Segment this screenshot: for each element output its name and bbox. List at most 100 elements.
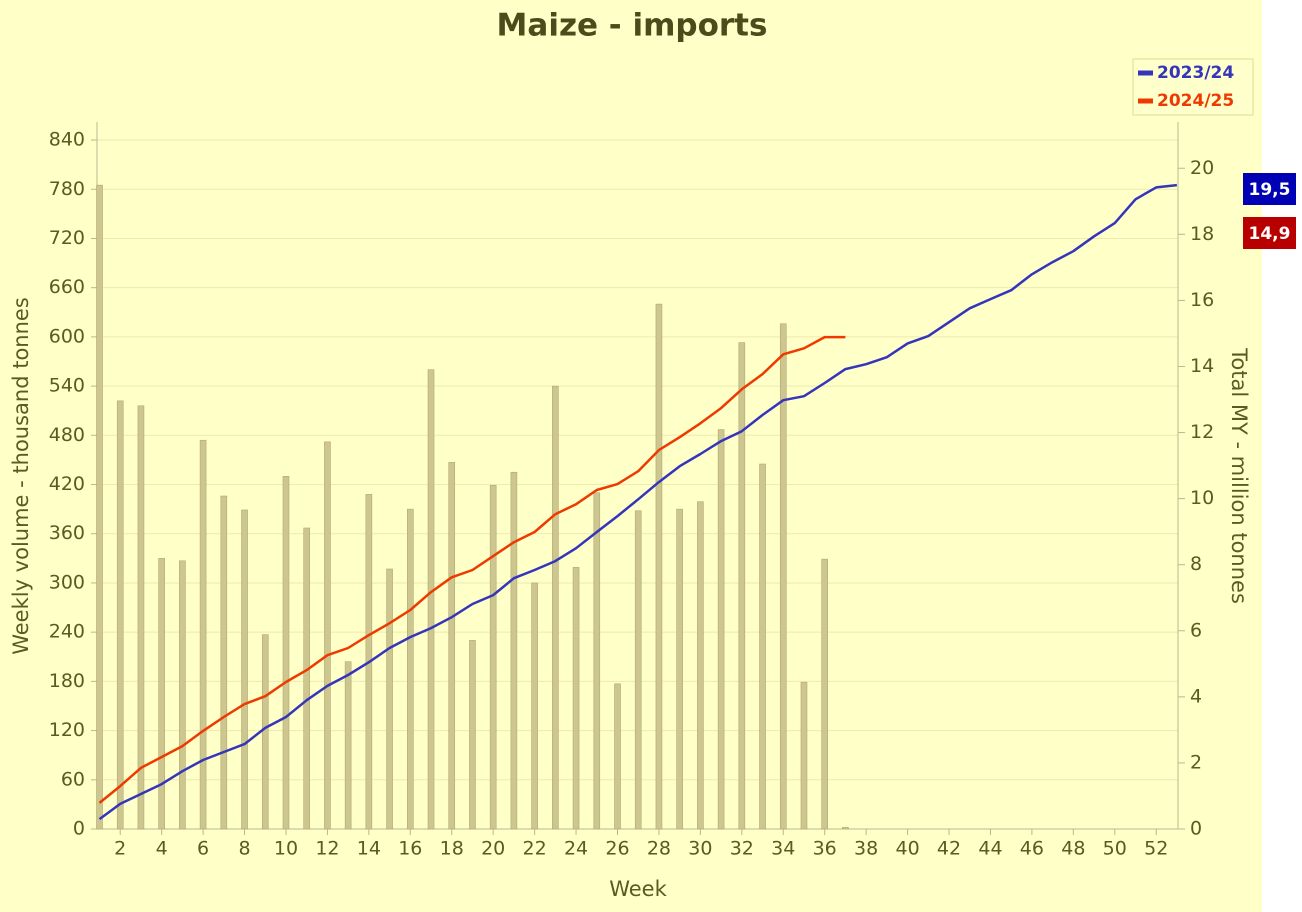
end-label: 14,9 [1249, 224, 1291, 244]
y-tick-label: 180 [49, 670, 85, 692]
legend-swatch [1138, 70, 1153, 76]
bar [179, 560, 186, 830]
chart-title: Maize - imports [497, 8, 768, 44]
y2-tick-label: 0 [1190, 818, 1202, 840]
y-tick-label: 780 [49, 178, 85, 200]
x-tick-label: 36 [813, 838, 837, 860]
x-tick-label: 2 [114, 838, 126, 860]
bar [406, 508, 414, 830]
x-tick-label: 52 [1144, 838, 1168, 860]
bar [158, 558, 165, 830]
bar [220, 495, 228, 830]
y-tick-label: 360 [49, 522, 85, 544]
bar [738, 342, 746, 830]
bar [241, 509, 248, 830]
line [98, 183, 1178, 821]
bar [282, 476, 290, 830]
bar [469, 640, 476, 830]
bar [427, 369, 435, 830]
y2-tick-label: 12 [1190, 421, 1214, 443]
x-tick-label: 4 [156, 838, 168, 860]
bar [324, 441, 331, 830]
bar [676, 508, 683, 830]
bar [510, 471, 518, 830]
y2-tick-label: 20 [1190, 157, 1214, 179]
bar [821, 558, 829, 830]
x-tick-label: 50 [1103, 838, 1127, 860]
y2-tick-label: 8 [1190, 553, 1202, 575]
y-tick-label: 720 [49, 227, 85, 249]
y2-axis-label: Total MY - million tonnes [1227, 347, 1251, 604]
bar [552, 385, 559, 830]
bar [303, 527, 311, 830]
x-tick-label: 8 [238, 838, 250, 860]
bar [655, 303, 663, 830]
y-tick-label: 0 [73, 818, 85, 840]
y2-tick-label: 14 [1190, 355, 1214, 377]
x-tick-label: 14 [357, 838, 381, 860]
legend-label: 2024/25 [1157, 91, 1234, 111]
bar [759, 463, 766, 830]
x-tick-label: 16 [398, 838, 422, 860]
bar [634, 510, 642, 830]
bar [842, 827, 849, 830]
legend-swatch [1138, 98, 1153, 104]
bar [614, 683, 621, 830]
x-tick-label: 30 [688, 838, 712, 860]
bar [137, 405, 145, 830]
end-label-box [1243, 217, 1296, 249]
bar [199, 439, 207, 830]
y2-tick-label: 2 [1190, 751, 1202, 773]
y2-tick-label: 10 [1190, 487, 1214, 509]
bar [116, 400, 124, 830]
x-tick-label: 44 [978, 838, 1002, 860]
bar [489, 485, 497, 830]
x-tick-label: 20 [481, 838, 505, 860]
bar [448, 462, 456, 830]
x-tick-label: 18 [440, 838, 464, 860]
bar [593, 492, 601, 830]
y-tick-label: 840 [49, 129, 85, 151]
y-tick-label: 600 [49, 325, 85, 347]
y-tick-label: 60 [61, 768, 85, 790]
line [98, 335, 846, 804]
y-tick-label: 420 [49, 473, 85, 495]
x-tick-label: 38 [854, 838, 878, 860]
y-tick-label: 300 [49, 571, 85, 593]
x-tick-label: 32 [730, 838, 754, 860]
y-tick-label: 240 [49, 621, 85, 643]
x-tick-label: 46 [1020, 838, 1044, 860]
y2-tick-label: 4 [1190, 685, 1202, 707]
y-axis-label: Weekly volume - thousand tonnes [9, 297, 33, 655]
y-tick-label: 480 [49, 424, 85, 446]
legend [1132, 58, 1254, 116]
bar [96, 184, 103, 830]
x-tick-label: 24 [564, 838, 588, 860]
legend-label: 2023/24 [1157, 63, 1234, 83]
bar [697, 501, 704, 830]
y2-tick-label: 18 [1190, 223, 1214, 245]
y-tick-label: 540 [49, 375, 85, 397]
x-tick-label: 34 [771, 838, 795, 860]
bar [531, 582, 538, 830]
bar [572, 567, 580, 830]
x-tick-label: 48 [1061, 838, 1085, 860]
y2-tick-label: 16 [1190, 289, 1214, 311]
bar [261, 634, 269, 830]
x-axis-label: Week [609, 877, 667, 901]
x-tick-label: 12 [315, 838, 339, 860]
y2-tick-label: 6 [1190, 619, 1202, 641]
x-tick-label: 22 [523, 838, 547, 860]
x-tick-label: 26 [605, 838, 629, 860]
y-tick-label: 120 [49, 719, 85, 741]
x-tick-label: 10 [274, 838, 298, 860]
bar [386, 568, 393, 830]
end-label-box [1243, 173, 1296, 205]
bar [779, 323, 787, 830]
y-tick-label: 660 [49, 276, 85, 298]
bar [717, 429, 725, 830]
x-tick-label: 6 [197, 838, 209, 860]
bar [344, 661, 352, 830]
